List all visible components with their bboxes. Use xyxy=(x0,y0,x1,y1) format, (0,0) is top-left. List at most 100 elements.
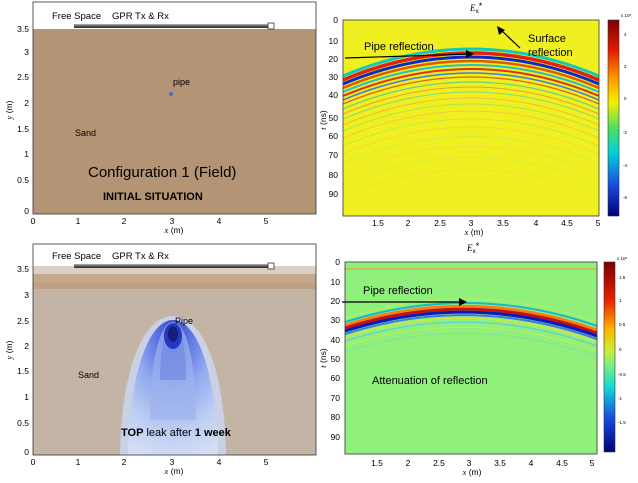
x-tick: 3 xyxy=(170,216,175,226)
colorbar-tick: 4 xyxy=(624,32,627,37)
x-axis-ticks: 0 1 2 3 4 5 xyxy=(31,457,269,467)
y-tick: 30 xyxy=(329,72,339,82)
x-tick: 2 xyxy=(122,457,127,467)
x-tick: 2 xyxy=(406,458,411,468)
x-axis-ticks: 1.5 2 2.5 3 3.5 4 4.5 5 xyxy=(372,218,601,228)
x-axis-label: x (m) xyxy=(462,467,482,477)
colorbar-tick: 1 xyxy=(619,298,622,303)
y-tick: 0 xyxy=(335,257,340,267)
x-tick: 5 xyxy=(264,216,269,226)
radargram-background xyxy=(345,262,597,454)
y-axis-label: t (ns) xyxy=(318,348,328,368)
x-tick: 5 xyxy=(596,218,601,228)
y-tick: 0.5 xyxy=(17,175,29,185)
x-tick: 4.5 xyxy=(556,458,568,468)
y-tick: 1 xyxy=(24,392,29,402)
y-tick: 70 xyxy=(331,393,341,403)
gpr-antenna xyxy=(74,24,270,28)
y-tick: 2.5 xyxy=(17,72,29,82)
x-tick: 3 xyxy=(170,457,175,467)
y-tick: 1.5 xyxy=(17,366,29,376)
y-tick: 50 xyxy=(329,113,339,123)
y-tick: 0 xyxy=(24,206,29,216)
y-tick: 80 xyxy=(329,170,339,180)
colorbar-tick: -0.5 xyxy=(618,372,626,377)
y-tick: 20 xyxy=(329,54,339,64)
x-tick: 4 xyxy=(217,457,222,467)
pipe-reflection-label: Pipe reflection xyxy=(364,41,434,53)
pipe-reflection-arrowhead xyxy=(466,50,474,58)
y-tick: 10 xyxy=(331,277,341,287)
leak-label: TOP leak after 1 week xyxy=(121,427,232,439)
y-tick: 2 xyxy=(24,341,29,351)
x-tick: 5 xyxy=(264,457,269,467)
y-tick: 90 xyxy=(331,432,341,442)
colorbar-tick: -6 xyxy=(623,195,627,200)
plot-frame xyxy=(32,1,317,215)
colorbar-tick: -1 xyxy=(618,396,622,401)
x-tick: 2.5 xyxy=(434,218,446,228)
panel-radargram-initial: Ex* Pipe reflection Surface reflection 0… xyxy=(318,1,632,237)
y-tick: 1.5 xyxy=(17,124,29,134)
plot-frame xyxy=(344,261,598,455)
y-tick: 40 xyxy=(331,335,341,345)
y-axis-ticks: 0 10 20 30 40 50 60 70 80 90 xyxy=(329,15,339,199)
surface-layer xyxy=(33,274,316,282)
x-tick: 4 xyxy=(529,458,534,468)
y-axis-ticks: 0 10 20 30 40 50 60 70 80 90 xyxy=(331,257,341,442)
y-tick: 0.5 xyxy=(17,418,29,428)
x-tick: 1 xyxy=(76,216,81,226)
colorbar-tick: -1.5 xyxy=(618,420,626,425)
x-tick: 1 xyxy=(76,457,81,467)
colorbar-tick: 0.5 xyxy=(619,322,626,327)
situation-label: INITIAL SITUATION xyxy=(103,191,203,203)
gpr-label: GPR Tx & Rx xyxy=(112,251,169,262)
y-tick: 50 xyxy=(331,354,341,364)
x-tick: 0 xyxy=(31,216,36,226)
y-tick: 60 xyxy=(329,131,339,141)
pipe-label: pipe xyxy=(173,77,190,87)
plot-title: Ex* xyxy=(469,1,483,15)
y-tick: 30 xyxy=(331,315,341,325)
gpr-tip xyxy=(267,262,275,270)
y-tick: 0 xyxy=(333,15,338,25)
colorbar-tick: 2 xyxy=(624,64,627,69)
surface-reflection-arrowhead xyxy=(497,26,505,35)
colorbar xyxy=(607,19,620,217)
y-tick: 60 xyxy=(331,373,341,383)
x-tick: 3 xyxy=(469,218,474,228)
plot-title: Ex* xyxy=(466,241,480,255)
gpr-label: GPR Tx & Rx xyxy=(112,11,169,22)
leak-plume xyxy=(120,316,226,455)
free-space-label: Free Space xyxy=(52,251,101,262)
colorbar-tick: 0 xyxy=(624,96,627,101)
x-axis-label: x (m) xyxy=(164,225,184,235)
pipe-label: Pipe xyxy=(175,316,193,326)
colorbar-tick: -4 xyxy=(623,163,627,168)
surface-layer xyxy=(33,282,316,289)
y-tick: 3.5 xyxy=(17,264,29,274)
gpr-antenna xyxy=(74,264,270,268)
surface-reflection-label: Surface xyxy=(528,33,566,45)
pipe-reflection-arrow xyxy=(344,53,471,59)
gpr-tip xyxy=(267,22,275,30)
reflection-bands xyxy=(345,298,597,366)
y-tick: 20 xyxy=(331,296,341,306)
colorbar-exponent: x 10⁵ xyxy=(621,13,632,18)
y-axis-label: y (m) xyxy=(4,340,14,360)
x-tick: 3.5 xyxy=(494,458,506,468)
y-axis-ticks: 3.5 3 2.5 2 1.5 1 0.5 0 xyxy=(17,264,29,457)
colorbar-tick: 0 xyxy=(619,347,622,352)
x-tick: 3.5 xyxy=(497,218,509,228)
colorbar-exponent: x 10⁵ xyxy=(617,256,628,261)
y-tick: 10 xyxy=(329,36,339,46)
pipe-marker xyxy=(169,92,173,96)
plot-frame xyxy=(342,19,600,217)
y-tick: 0 xyxy=(24,447,29,457)
x-axis-ticks: 0 1 2 3 4 5 xyxy=(31,216,269,226)
colorbar-tick: -2 xyxy=(623,130,627,135)
surface-reflection-arrow xyxy=(500,29,521,49)
y-tick: 40 xyxy=(329,90,339,100)
x-tick: 2.5 xyxy=(433,458,445,468)
pipe-reflection-arrowhead xyxy=(459,298,467,306)
